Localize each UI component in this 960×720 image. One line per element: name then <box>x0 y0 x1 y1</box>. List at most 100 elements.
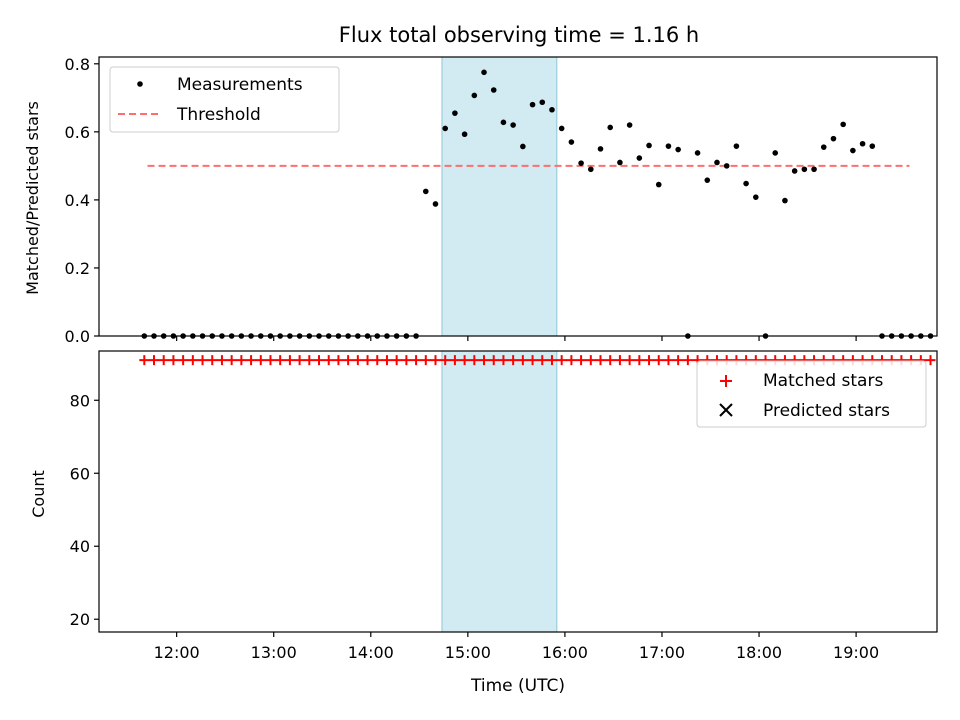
measurement-point <box>432 201 439 207</box>
matched-star-point <box>925 355 936 366</box>
measurement-point <box>461 131 468 138</box>
matched-star-point <box>401 355 412 366</box>
y-tick-label: 0.8 <box>65 55 90 74</box>
legend-matched-label: Matched stars <box>763 371 883 391</box>
top-y-axis-label: Matched/Predicted stars <box>23 101 42 295</box>
y-tick-label: 80 <box>70 391 90 410</box>
measurement-point <box>529 101 536 108</box>
measurement-point <box>859 140 866 147</box>
matched-star-point <box>178 355 189 366</box>
measurement-point <box>665 143 672 149</box>
measurement-point <box>869 143 876 149</box>
measurement-point <box>820 144 827 150</box>
measurement-point <box>791 168 798 174</box>
matched-star-point <box>207 355 218 366</box>
measurement-point <box>782 197 788 204</box>
matched-star-point <box>449 355 460 366</box>
matched-star-point <box>479 355 490 366</box>
measurement-point <box>422 188 429 195</box>
measurement-point <box>772 150 779 156</box>
matched-star-point <box>362 355 373 366</box>
measurement-point <box>694 150 701 156</box>
matched-star-point <box>391 355 402 366</box>
measurement-point <box>500 119 507 126</box>
matched-star-point <box>323 355 334 366</box>
matched-star-point <box>352 355 363 366</box>
measurement-point <box>753 194 759 200</box>
matched-star-point <box>265 355 276 366</box>
measurement-point <box>723 163 730 169</box>
measurement-point <box>568 139 575 145</box>
measurement-point <box>646 142 652 149</box>
matched-star-point <box>527 355 538 366</box>
measurement-point <box>607 124 614 131</box>
matched-star-point <box>255 355 266 366</box>
matched-star-point <box>275 355 286 366</box>
measurement-point <box>442 125 449 132</box>
measurement-point <box>549 106 555 113</box>
y-tick-label: 0.6 <box>65 123 90 142</box>
matched-star-point <box>537 355 548 366</box>
measurement-point <box>597 146 604 152</box>
matched-star-point <box>372 355 383 366</box>
measurement-point <box>539 99 546 106</box>
x-tick-label: 15:00 <box>445 643 491 662</box>
matched-star-point <box>673 355 684 366</box>
matched-star-point <box>469 355 480 366</box>
matched-star-point <box>653 355 664 366</box>
matched-star-point <box>585 355 596 366</box>
matched-star-point <box>284 355 295 366</box>
matched-star-point <box>624 355 635 366</box>
measurement-point <box>636 155 643 161</box>
measurement-point <box>510 122 516 128</box>
x-tick-label: 16:00 <box>542 643 588 662</box>
measurement-point <box>558 125 565 132</box>
x-tick-label: 17:00 <box>639 643 685 662</box>
matched-star-point <box>197 355 208 366</box>
measurement-point <box>617 159 623 166</box>
measurement-point <box>587 166 594 173</box>
measurement-point <box>850 147 856 154</box>
x-tick-label: 18:00 <box>736 643 782 662</box>
measurement-point <box>811 166 817 173</box>
matched-star-point <box>333 355 344 366</box>
matched-star-point <box>595 355 606 366</box>
x-tick-label: 13:00 <box>251 643 297 662</box>
measurement-point <box>743 180 749 187</box>
matched-star-point <box>149 355 160 366</box>
matched-star-point <box>158 355 169 366</box>
matched-star-point <box>236 355 247 366</box>
matched-star-point <box>440 355 451 366</box>
x-tick-label: 14:00 <box>348 643 394 662</box>
matched-star-point <box>566 355 577 366</box>
bottom-x-ticks: 12:00 13:00 14:00 15:00 16:00 17:00 18:00 19:00 <box>154 632 879 662</box>
count-points <box>139 355 936 366</box>
bottom-axes-frame <box>98 350 938 633</box>
matched-star-point <box>314 355 325 366</box>
top-legend: Measurements Threshold <box>109 66 340 133</box>
measurement-point <box>801 166 808 173</box>
x-tick-label: 19:00 <box>833 643 879 662</box>
legend-threshold-label: Threshold <box>176 105 261 125</box>
legend-dot-icon <box>137 81 143 87</box>
top-y-ticks: 0.0 0.2 0.4 0.6 0.8 <box>65 55 99 346</box>
measurement-point <box>520 143 526 150</box>
matched-star-point <box>556 355 567 366</box>
bottom-y-axis-label: Count <box>29 470 48 518</box>
matched-star-point <box>246 355 257 366</box>
matched-star-point <box>663 355 674 366</box>
matched-star-point <box>614 355 625 366</box>
measurement-point <box>452 110 458 116</box>
matched-star-point <box>517 355 528 366</box>
legend-x-icon <box>719 403 733 417</box>
y-tick-label: 40 <box>70 537 90 556</box>
y-tick-label: 0.2 <box>65 259 90 278</box>
matched-star-point <box>576 355 587 366</box>
matched-star-point <box>226 355 237 366</box>
legend-plus-icon <box>720 375 732 387</box>
matched-star-point <box>187 355 198 366</box>
matched-star-point <box>381 355 392 366</box>
measurement-point <box>655 181 662 188</box>
x-axis-label: Time (UTC) <box>470 676 565 696</box>
